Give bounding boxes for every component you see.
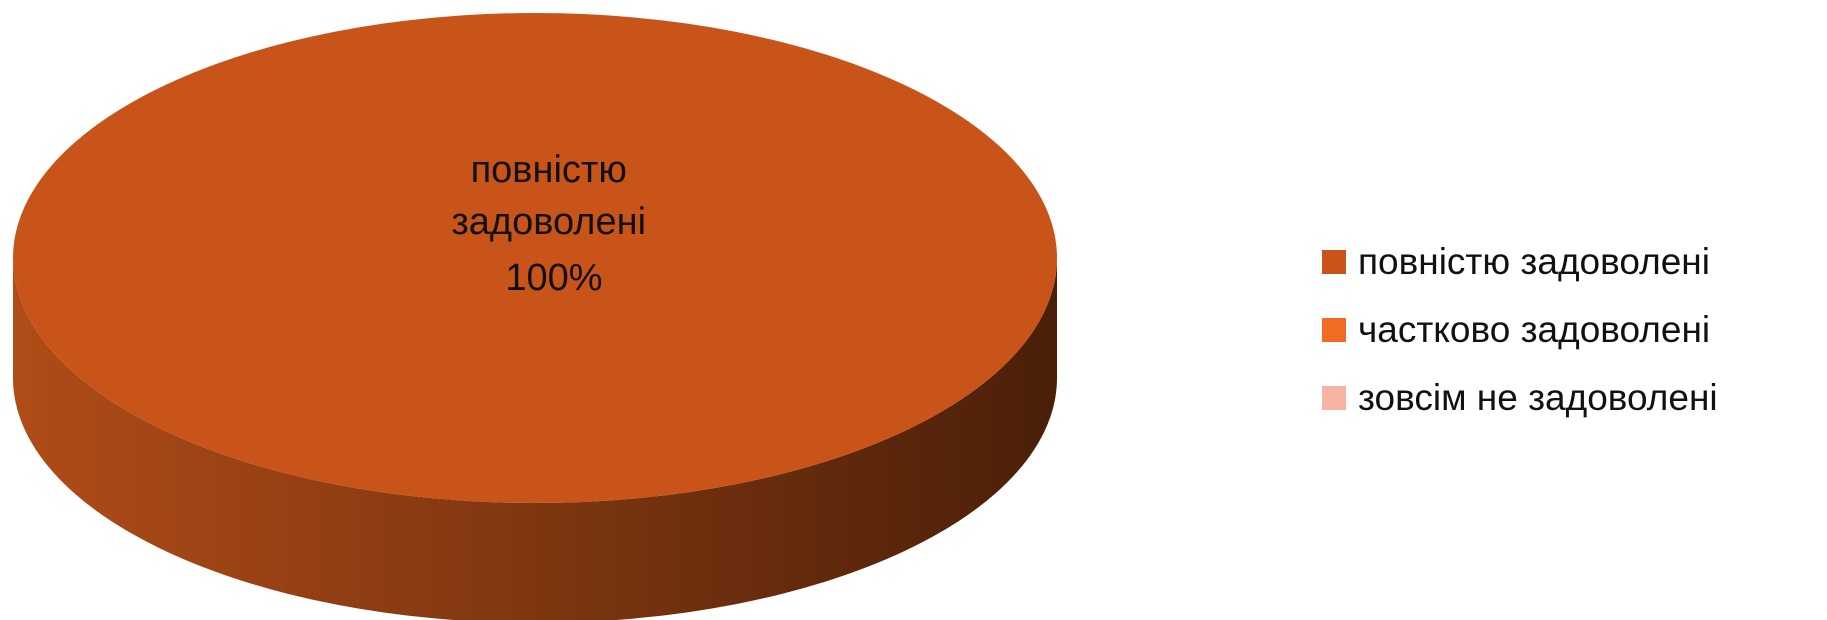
legend-item-not-satisfied: зовсім не задоволені <box>1322 364 1822 432</box>
pie-side-wall <box>13 258 1057 620</box>
legend-label: повністю задоволені <box>1358 241 1710 282</box>
legend-swatch <box>1322 386 1346 410</box>
legend-swatch <box>1322 250 1346 274</box>
pie-slice-0 <box>13 13 1057 503</box>
data-label-fully-satisfied: повністю задоволені 100% <box>451 149 656 299</box>
legend: повністю задоволені частково задоволені … <box>1322 228 1822 432</box>
data-label-line: 100% <box>505 257 602 299</box>
data-label-line: задоволені <box>451 201 646 243</box>
legend-label: частково задоволені <box>1358 309 1711 350</box>
legend-item-partially-satisfied: частково задоволені <box>1322 296 1822 364</box>
data-label-line: повністю <box>471 149 627 191</box>
legend-swatch <box>1322 318 1346 342</box>
legend-item-fully-satisfied: повністю задоволені <box>1322 228 1822 296</box>
legend-label: зовсім не задоволені <box>1358 377 1718 418</box>
